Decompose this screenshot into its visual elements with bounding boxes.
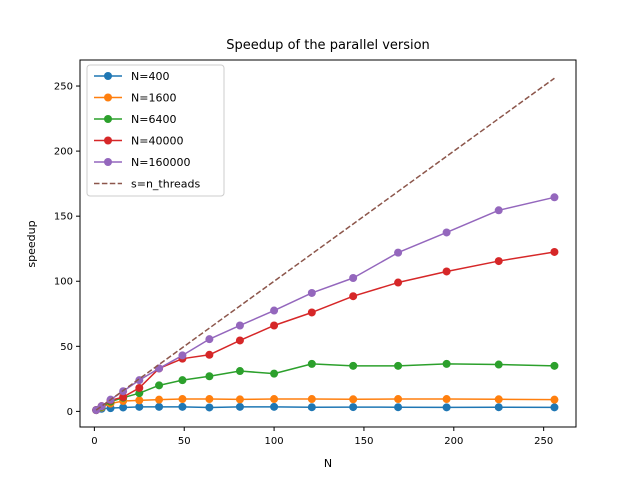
y-tick-label: 100 [54, 277, 73, 288]
data-point [442, 267, 451, 276]
legend-label-3: N=6400 [131, 113, 176, 126]
x-tick-label: 200 [444, 436, 463, 447]
series-line-3 [95, 363, 555, 411]
legend-marker [104, 115, 112, 123]
data-point [270, 369, 279, 378]
data-point [205, 372, 214, 381]
data-point [178, 351, 187, 360]
data-point [270, 321, 279, 330]
data-point [270, 402, 279, 411]
y-axis-title: speedup [25, 220, 38, 267]
y-tick-label: 0 [67, 407, 73, 418]
data-point [155, 381, 164, 390]
data-point [494, 360, 503, 369]
data-point [155, 395, 164, 404]
y-tick-label: 200 [54, 147, 73, 158]
legend-label-2: N=1600 [131, 92, 176, 105]
data-point [307, 288, 316, 297]
data-point [550, 361, 559, 370]
chart-title: Speedup of the parallel version [226, 38, 430, 53]
legend-box [86, 64, 225, 197]
data-point [307, 359, 316, 368]
legend: N=400 N=1600 N=6400 N=40000 N=160000 s=n_thre… [86, 64, 225, 197]
x-axis-title: N [324, 457, 332, 470]
data-point [205, 335, 214, 344]
data-point [394, 395, 403, 404]
data-point [550, 247, 559, 256]
data-point [394, 403, 403, 412]
data-point [205, 350, 214, 359]
legend-label-5: N=160000 [131, 156, 190, 169]
data-point [349, 273, 358, 282]
data-point [394, 278, 403, 287]
data-point [550, 403, 559, 412]
data-point [494, 206, 503, 215]
data-point [135, 396, 144, 405]
data-point [235, 395, 244, 404]
legend-marker [104, 136, 112, 145]
data-point [349, 395, 358, 404]
legend-label-6: s=n_threads [131, 178, 200, 191]
data-point [394, 361, 403, 370]
data-point [135, 376, 144, 385]
data-point [494, 403, 503, 412]
data-point [119, 403, 128, 412]
data-point [442, 359, 451, 368]
x-tick-label: 50 [178, 436, 191, 447]
x-tick-label: 0 [91, 436, 97, 447]
data-point [442, 403, 451, 412]
axes: 0 50 100 150 200 250 0 50 100 150 200 250 [54, 59, 577, 447]
data-point [550, 395, 559, 404]
data-point [307, 395, 316, 404]
data-point [178, 402, 187, 411]
legend-label-4: N=40000 [131, 135, 183, 148]
data-point [135, 402, 144, 411]
legend-label-1: N=400 [131, 70, 169, 83]
legend-marker [104, 158, 112, 166]
y-tick-label: 150 [54, 212, 73, 223]
data-point [349, 403, 358, 412]
plot-area [92, 77, 559, 415]
data-point [442, 395, 451, 404]
data-point [205, 395, 214, 404]
data-point [178, 395, 187, 404]
series-line-4 [95, 251, 555, 411]
data-point [155, 402, 164, 411]
series-line-1 [95, 406, 555, 411]
legend-marker [104, 93, 112, 102]
data-point [270, 306, 279, 315]
data-point [550, 193, 559, 202]
y-tick-label: 250 [54, 82, 73, 93]
series-line-6 [95, 77, 555, 411]
data-point [235, 367, 244, 376]
data-point [307, 308, 316, 317]
x-tick-label: 250 [534, 436, 553, 447]
legend-marker [104, 72, 112, 80]
x-tick-label: 150 [354, 436, 373, 447]
x-tick-label: 100 [265, 436, 284, 447]
data-point [119, 393, 128, 402]
data-point [494, 395, 503, 404]
data-point [394, 248, 403, 257]
data-point [135, 383, 144, 392]
axes-frame [79, 59, 577, 428]
y-tick-label: 50 [60, 342, 73, 353]
data-point [235, 336, 244, 345]
data-point [349, 292, 358, 301]
data-point [235, 402, 244, 411]
data-point [270, 395, 279, 404]
series-line-2 [95, 398, 555, 411]
data-point [349, 361, 358, 370]
data-point [494, 257, 503, 266]
data-point [178, 376, 187, 385]
data-point [205, 403, 214, 412]
data-point [307, 403, 316, 412]
data-point [442, 228, 451, 237]
data-point [235, 321, 244, 330]
